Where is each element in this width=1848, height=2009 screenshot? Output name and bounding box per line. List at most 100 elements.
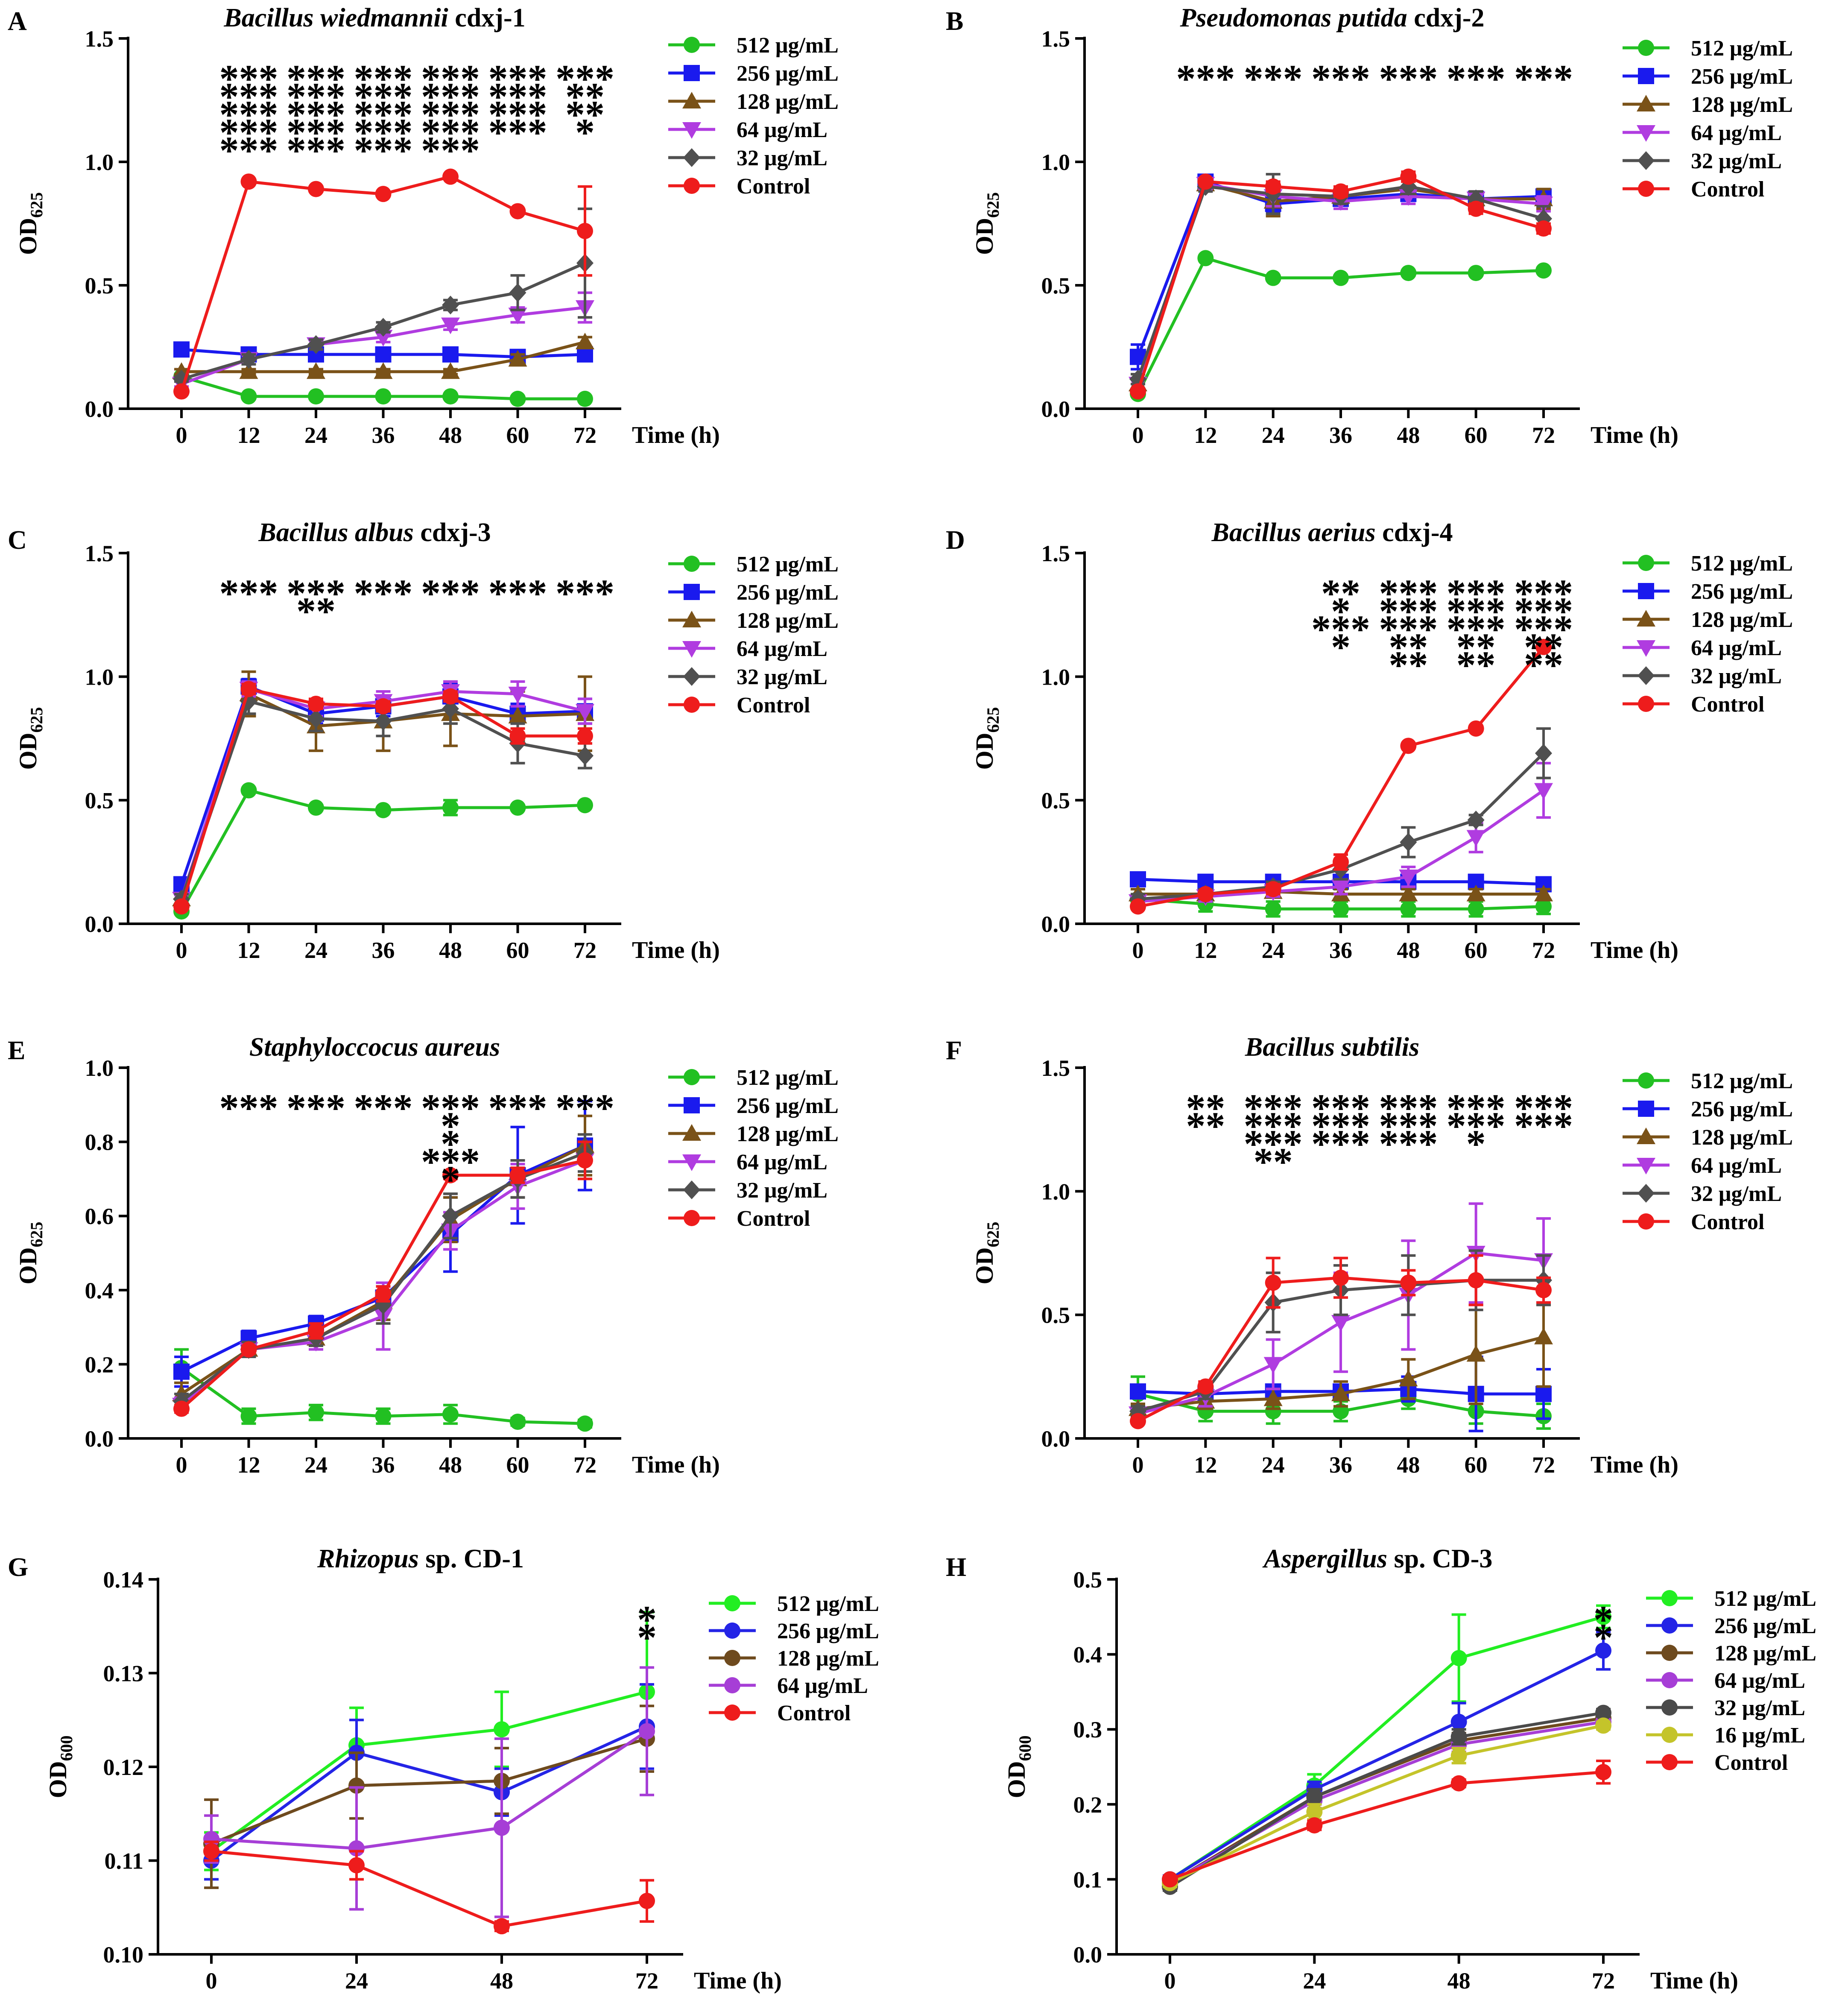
chart-title-rest: cdxj-2	[1407, 3, 1485, 32]
legend-label: 256 μg/mL	[1714, 1614, 1816, 1638]
data-point	[1399, 1370, 1418, 1387]
legend-label: 64 μg/mL	[1691, 636, 1782, 660]
data-point	[1399, 884, 1418, 902]
legend-marker	[684, 178, 700, 194]
significance-marker: ***	[421, 1140, 480, 1183]
data-point	[441, 317, 460, 334]
significance-marker: ***	[354, 571, 413, 615]
x-tick-label: 0	[1132, 1452, 1144, 1478]
y-tick-label: 0.2	[85, 1352, 114, 1377]
legend-label: 64 μg/mL	[737, 118, 828, 142]
data-point	[375, 346, 392, 363]
significance-marker: ***	[1379, 57, 1438, 100]
chart-title: Staphyloccocus aureus	[249, 1033, 500, 1062]
data-point	[374, 330, 393, 347]
y-tick-label: 0.0	[85, 911, 114, 937]
legend-marker	[684, 1097, 700, 1113]
legend-label: 64 μg/mL	[737, 637, 828, 661]
legend-label: Control	[737, 1207, 810, 1231]
y-tick-label: 1.0	[85, 664, 114, 690]
significance-marker: ***	[1379, 571, 1438, 615]
data-point	[1595, 1642, 1611, 1659]
significance-marker: **	[1321, 571, 1360, 615]
significance-marker: **	[1524, 643, 1563, 687]
legend-marker	[1637, 125, 1655, 142]
data-point	[1130, 1383, 1146, 1400]
x-tick-label: 48	[1397, 422, 1420, 448]
significance-marker: **	[1456, 625, 1496, 669]
data-point	[307, 709, 325, 728]
x-tick-label: 12	[1194, 937, 1217, 963]
y-tick-label: 0.11	[104, 1848, 143, 1874]
x-tick-label: 24	[1262, 937, 1285, 963]
significance-marker: ***	[1514, 1104, 1573, 1148]
significance-marker: ***	[354, 1086, 413, 1130]
significance-marker: ***	[421, 571, 480, 615]
data-point	[1130, 383, 1146, 400]
data-point	[1468, 901, 1484, 917]
data-point	[1534, 1327, 1553, 1344]
x-tick-label: 12	[1194, 1452, 1217, 1478]
significance-marker: ***	[421, 75, 480, 118]
legend-label: 128 μg/mL	[737, 609, 839, 633]
data-point	[1331, 1315, 1350, 1332]
x-tick-label: 36	[372, 937, 395, 963]
significance-marker: **	[1524, 625, 1563, 669]
data-point	[508, 686, 527, 703]
y-axis-label-main: OD	[44, 1761, 72, 1798]
data-point	[577, 390, 593, 407]
data-point	[1400, 901, 1417, 917]
legend-label: Control	[1714, 1751, 1788, 1775]
legend-label: 128 μg/mL	[1714, 1641, 1816, 1666]
chart-panel-h: H Aspergillus sp. CD-3 0.0 0.1 0.2 0.3 0.4 0.5 0…	[946, 1544, 1816, 1994]
legend-marker	[1638, 181, 1654, 197]
data-point	[308, 388, 324, 405]
significance-marker: ***	[287, 93, 345, 136]
significance-marker: ***	[421, 129, 480, 172]
significance-marker: ***	[287, 111, 345, 154]
data-point	[1400, 738, 1417, 754]
y-axis-label-main: OD	[971, 218, 998, 255]
data-point	[1400, 1274, 1417, 1291]
legend-label: 128 μg/mL	[1691, 93, 1793, 117]
series-5	[1130, 168, 1552, 400]
data-point	[1450, 1728, 1467, 1745]
data-point	[240, 350, 257, 369]
significance-marker: ***	[1311, 1104, 1370, 1148]
series-4	[173, 207, 594, 389]
legend-label: 32 μg/mL	[737, 1178, 828, 1203]
data-point	[508, 350, 527, 367]
data-point	[308, 1404, 324, 1421]
significance-marker: ***	[1311, 1086, 1370, 1130]
y-tick-label: 1.5	[85, 541, 114, 566]
legend-label: 256 μg/mL	[1691, 580, 1793, 604]
significance-marker: ***	[421, 1086, 480, 1130]
data-point	[1265, 901, 1281, 917]
y-axis-label-sub: 625	[983, 192, 1003, 218]
chart-title: Aspergillus sp. CD-3	[1262, 1544, 1493, 1573]
chart-title-italic: Staphyloccocus aureus	[249, 1033, 500, 1062]
data-point	[1535, 220, 1552, 237]
significance-marker: **	[1254, 1140, 1293, 1183]
data-point	[1333, 901, 1349, 917]
data-point	[1265, 1403, 1281, 1420]
y-axis-label-main: OD	[14, 733, 42, 770]
x-axis-label: Time (h)	[1591, 422, 1678, 448]
series-line	[1169, 1724, 1604, 1885]
y-axis-label-sub: 625	[983, 1222, 1003, 1248]
significance-marker: ***	[1514, 607, 1573, 651]
data-point	[308, 800, 324, 816]
data-point	[1265, 178, 1281, 195]
panel-label: C	[8, 526, 27, 555]
significance-marker: ***	[219, 571, 278, 615]
significance-marker: **	[1389, 625, 1428, 669]
y-axis-label-main: OD	[14, 1248, 42, 1285]
x-tick-label: 48	[1397, 937, 1420, 963]
data-point	[639, 1892, 655, 1909]
x-tick-label: 0	[176, 1452, 187, 1478]
significance-marker: ***	[1244, 1086, 1303, 1130]
significance-marker: ***	[287, 129, 345, 172]
data-point	[1197, 173, 1214, 190]
chart-title: Rhizopus sp. CD-1	[317, 1544, 524, 1573]
legend-label: 64 μg/mL	[777, 1674, 868, 1698]
